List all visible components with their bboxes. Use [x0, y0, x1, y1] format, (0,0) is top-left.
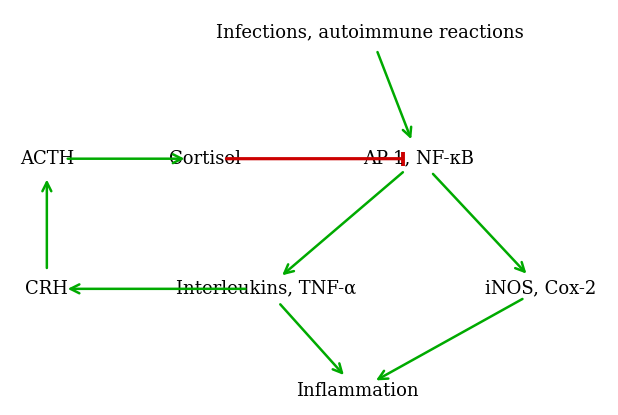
Text: Cortisol: Cortisol — [169, 150, 242, 168]
Text: CRH: CRH — [25, 280, 68, 298]
Text: iNOS, Cox-2: iNOS, Cox-2 — [485, 280, 596, 298]
Text: AP-1, NF-κB: AP-1, NF-κB — [363, 150, 474, 168]
Text: ACTH: ACTH — [20, 150, 74, 168]
Text: Inflammation: Inflammation — [297, 381, 419, 400]
Text: Infections, autoimmune reactions: Infections, autoimmune reactions — [216, 24, 524, 42]
Text: Interleukins, TNF-α: Interleukins, TNF-α — [176, 280, 357, 298]
